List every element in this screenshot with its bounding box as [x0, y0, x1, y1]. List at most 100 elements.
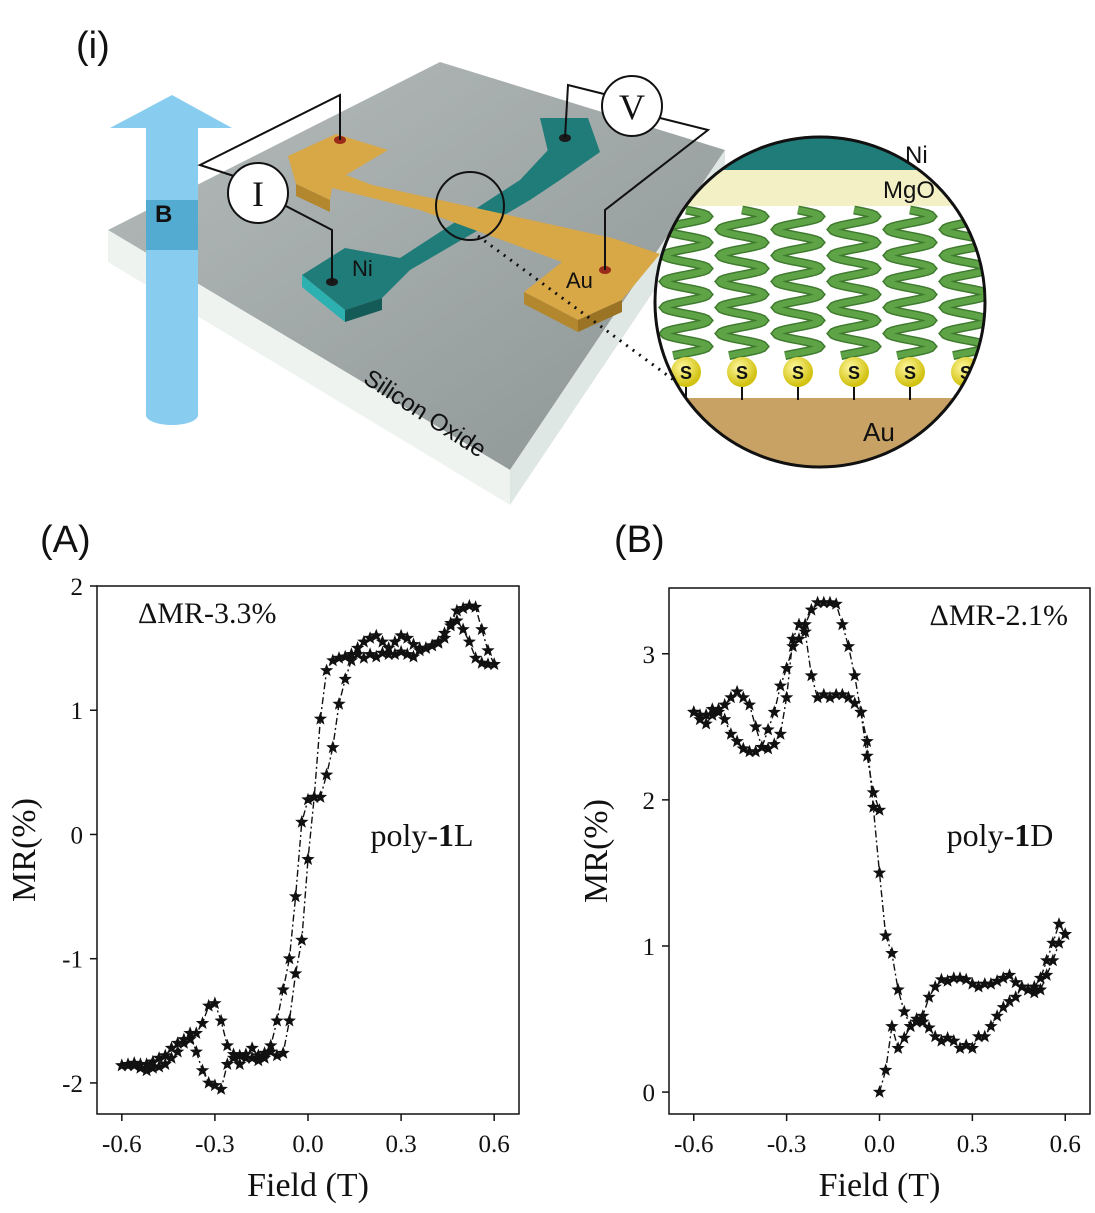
data-point-star [208, 996, 222, 1010]
data-point-star [928, 1029, 942, 1043]
data-point-star [357, 634, 371, 648]
data-point-star [456, 622, 470, 636]
data-point-star [375, 634, 390, 648]
data-point-star [456, 601, 470, 614]
data-point-star [152, 1051, 166, 1064]
data-point-star [773, 678, 788, 692]
data-point-star [406, 637, 421, 651]
data-point-star [320, 663, 334, 677]
data-point-star [971, 1029, 986, 1043]
data-point-star [481, 657, 495, 670]
data-point-star [332, 651, 346, 664]
sulfur-label: S [736, 363, 748, 383]
data-point-star [127, 1058, 141, 1072]
data-point-star [767, 705, 781, 718]
y-tick-label: 1 [71, 698, 84, 725]
substrate-front-edge [108, 230, 510, 505]
inset-ni-label: Ni [905, 142, 928, 169]
data-point-star [251, 1053, 265, 1067]
sulfur-label: S [848, 363, 860, 383]
y-axis-label: MR(%) [578, 799, 615, 903]
data-point-star [369, 628, 383, 642]
data-point-star [481, 643, 495, 657]
data-point-star [792, 617, 806, 631]
data-point-star [363, 631, 377, 644]
y-axis-label: MR(%) [6, 798, 43, 902]
data-point-star [388, 647, 402, 660]
data-point-star [804, 602, 819, 616]
data-point-star [171, 1044, 185, 1058]
y-tick-label: -2 [62, 1071, 83, 1098]
sulfur-atom [671, 357, 701, 387]
data-point-star [947, 1033, 961, 1047]
data-point-star [400, 647, 414, 660]
data-point-star [301, 852, 315, 865]
data-point-star [940, 1031, 955, 1044]
sulfur-label: S [904, 363, 916, 383]
data-point-star [916, 1015, 930, 1028]
data-point-star [965, 977, 979, 990]
data-point-star [872, 1085, 887, 1098]
data-point-star [866, 800, 880, 813]
data-point-star [487, 657, 501, 670]
delta-mr-annotation: ΔMR-3.3% [138, 597, 276, 630]
data-point-star [922, 1020, 936, 1034]
series-line-1 [878, 933, 1066, 1093]
data-point-star [419, 641, 433, 654]
data-point-star [1027, 979, 1041, 993]
data-point-star [233, 1048, 247, 1062]
current-source-icon [227, 162, 289, 224]
data-point-star [786, 639, 800, 653]
data-point-star [164, 1051, 179, 1064]
sulfur-label: S [680, 363, 692, 383]
data-point-star [897, 1004, 911, 1018]
data-point-star [947, 971, 961, 984]
data-point-star [462, 634, 476, 648]
data-point-star [444, 618, 458, 632]
data-point-star [357, 651, 371, 664]
data-point-star [301, 792, 315, 806]
data-point-star [171, 1036, 185, 1049]
data-point-star [971, 979, 986, 993]
data-point-star [959, 1038, 973, 1051]
x-tick-label: 0.6 [479, 1131, 510, 1158]
x-tick-label: -0.6 [102, 1131, 142, 1158]
data-point-star [226, 1051, 241, 1064]
data-point-star [388, 634, 402, 648]
data-point-star [928, 979, 942, 993]
x-tick-label: 0.3 [385, 1131, 416, 1158]
data-point-star [860, 734, 874, 748]
data-point-star [978, 1029, 992, 1043]
data-point-star [133, 1061, 148, 1074]
junction-marker [435, 171, 505, 241]
data-point-star [313, 790, 328, 803]
data-point-star [183, 1032, 197, 1046]
current-label: I [252, 174, 264, 214]
data-point-star [332, 697, 346, 710]
x-tick-label: -0.3 [767, 1131, 807, 1158]
x-tick-label: 0.0 [292, 1131, 323, 1158]
field-arrow-icon [110, 95, 232, 425]
sample-label: poly-1L [370, 817, 473, 853]
data-point-star [152, 1059, 166, 1073]
data-point-star [270, 1013, 284, 1027]
data-point-star [189, 1026, 203, 1039]
data-point-star [872, 803, 887, 816]
data-point-star [742, 697, 757, 711]
data-point-star [326, 740, 340, 754]
data-point-star [903, 1019, 918, 1032]
data-point-star [965, 1041, 979, 1054]
data-point-star [780, 690, 794, 704]
data-point-star [177, 1036, 191, 1049]
au-label: Au [566, 268, 593, 293]
inset-au-label: Au [863, 417, 895, 447]
data-point-star [431, 636, 445, 649]
data-point-star [841, 639, 856, 653]
data-point-star [693, 712, 707, 726]
data-point-star [1046, 953, 1060, 967]
data-point-star [344, 653, 359, 667]
helix-highlight [828, 207, 880, 359]
data-point-star [233, 1057, 247, 1070]
